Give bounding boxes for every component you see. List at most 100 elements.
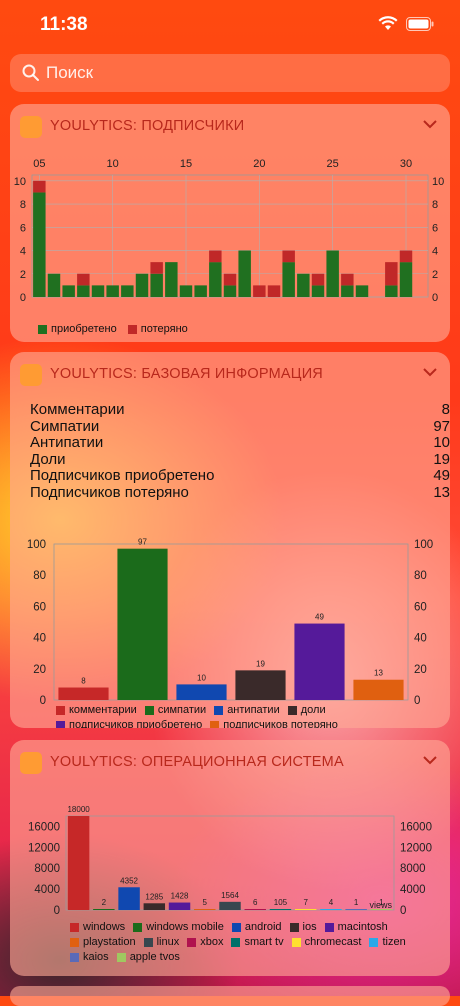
info-label: Антипатии xyxy=(30,434,104,451)
search-bar[interactable]: Поиск xyxy=(10,54,450,92)
legend-label: playstation xyxy=(83,936,136,948)
legend-item: playstation xyxy=(70,936,136,949)
widget-subscribers: YOULYTICS: ПОДПИСЧИКИ 0 0 2 2 4 4 6 6 8 8 10 10 05 10… xyxy=(10,104,450,342)
info-value: 10 xyxy=(433,434,450,451)
legend-item: ios xyxy=(289,921,317,934)
bar xyxy=(326,250,339,297)
bar xyxy=(121,285,134,297)
data-label: 6 xyxy=(253,898,258,907)
bar xyxy=(106,285,119,297)
y-tick-label-right: 40 xyxy=(414,633,427,645)
legend-swatch xyxy=(143,938,153,947)
y-tick-label-right: 2 xyxy=(432,269,438,281)
legend-swatch xyxy=(287,706,297,715)
legend-label: комментарии xyxy=(69,704,137,716)
bar xyxy=(297,273,310,297)
x-tick-label: 25 xyxy=(327,158,339,170)
chevron-down-icon[interactable] xyxy=(422,118,438,130)
bar xyxy=(91,285,105,297)
legend-label: smart tv xyxy=(244,936,284,948)
y-tick-label-right: 20 xyxy=(414,664,427,676)
data-label: 49 xyxy=(315,613,324,622)
bar xyxy=(165,262,178,297)
legend-item: macintosh xyxy=(324,921,388,934)
bar xyxy=(93,909,115,910)
bar xyxy=(345,909,367,910)
y-tick-label-left: 20 xyxy=(33,664,46,676)
data-label: 5 xyxy=(203,898,208,907)
y-tick-label-left: 10 xyxy=(14,176,26,188)
chevron-down-icon[interactable] xyxy=(422,754,438,766)
y-tick-label-left: 0 xyxy=(54,905,60,917)
bar xyxy=(223,273,237,286)
legend-swatch xyxy=(70,953,79,962)
bar xyxy=(135,273,149,297)
legend-label: chromecast xyxy=(304,936,362,948)
legend-swatch xyxy=(291,938,301,947)
bar xyxy=(33,192,46,297)
basic-info-legend: комментарии симпатии антипатии доли подписч… xyxy=(56,704,446,728)
legend-label: apple tvos xyxy=(129,951,180,963)
subscribers-legend: приобретено потеряно xyxy=(38,323,196,337)
x-tick-label: 05 xyxy=(33,158,45,170)
bar xyxy=(194,285,207,297)
legend-item: kaios xyxy=(70,951,109,964)
bar xyxy=(67,816,90,910)
bar xyxy=(223,285,237,297)
legend-item: антипатии xyxy=(214,704,280,717)
widget-basic-info: YOULYTICS: БАЗОВАЯ ИНФОРМАЦИЯ Комментари… xyxy=(10,352,450,728)
basic-info-chart: 0 0 20 20 40 40 60 60 80 80 100 100 8 97 10 19 49 13 xyxy=(10,530,450,709)
data-label: 2 xyxy=(102,898,107,907)
legend-item: подписчиков приобретено xyxy=(56,719,202,728)
y-tick-label-left: 60 xyxy=(33,601,46,613)
x-tick-label: 20 xyxy=(253,158,265,170)
bar xyxy=(118,887,140,910)
y-tick-label-left: 4 xyxy=(20,246,26,258)
bar xyxy=(282,250,295,263)
data-label: 1 xyxy=(379,898,384,907)
info-label: Симпатии xyxy=(30,417,100,435)
os-legend: windows windows mobile android ios macintosh… xyxy=(70,921,446,966)
bar xyxy=(269,909,292,910)
bar xyxy=(253,285,266,297)
info-label: Комментарии xyxy=(30,401,125,418)
legend-swatch xyxy=(133,923,143,932)
legend-item: приобретено xyxy=(38,323,117,335)
legend-swatch xyxy=(70,938,79,947)
legend-item: симпатии xyxy=(144,704,206,717)
status-bar: 11:38 xyxy=(0,0,460,50)
y-tick-label-left: 8000 xyxy=(34,863,60,875)
y-tick-label-right: 4000 xyxy=(400,884,426,896)
bar xyxy=(311,285,325,297)
legend-label: xbox xyxy=(200,936,224,948)
bar xyxy=(385,262,398,286)
info-row: Комментарии 8 xyxy=(30,401,450,419)
y-tick-label-left: 100 xyxy=(27,539,46,551)
info-value: 13 xyxy=(433,483,450,501)
legend-item: доли xyxy=(287,704,326,717)
legend-item: подписчиков потеряно xyxy=(210,719,338,728)
y-tick-label-right: 10 xyxy=(432,176,444,188)
bar xyxy=(77,273,90,286)
widget-header[interactable]: YOULYTICS: БАЗОВАЯ ИНФОРМАЦИЯ xyxy=(10,352,450,396)
bar xyxy=(353,679,404,700)
legend-label: подписчиков потеряно xyxy=(223,719,338,728)
info-value: 49 xyxy=(433,467,450,484)
os-chart: 0 0 4000 4000 8000 8000 12000 12000 16000 16000 18… xyxy=(10,790,450,925)
widget-header[interactable]: YOULYTICS: ОПЕРАЦИОННАЯ СИСТЕМА xyxy=(10,740,450,784)
legend-label: доли xyxy=(300,704,326,716)
chevron-down-icon[interactable] xyxy=(422,366,438,378)
bar xyxy=(267,285,281,297)
bar xyxy=(355,285,369,297)
info-value: 97 xyxy=(433,417,450,435)
data-label: 97 xyxy=(138,538,147,547)
legend-swatch xyxy=(369,938,379,947)
y-tick-label-right: 80 xyxy=(414,570,427,582)
bar xyxy=(179,285,193,297)
legend-label: windows xyxy=(83,921,126,933)
legend-label: linux xyxy=(156,936,180,948)
data-label: 13 xyxy=(374,669,383,678)
widget-header[interactable]: YOULYTICS: ПОДПИСЧИКИ xyxy=(10,104,450,148)
legend-swatch xyxy=(70,923,79,932)
bar xyxy=(150,273,163,297)
